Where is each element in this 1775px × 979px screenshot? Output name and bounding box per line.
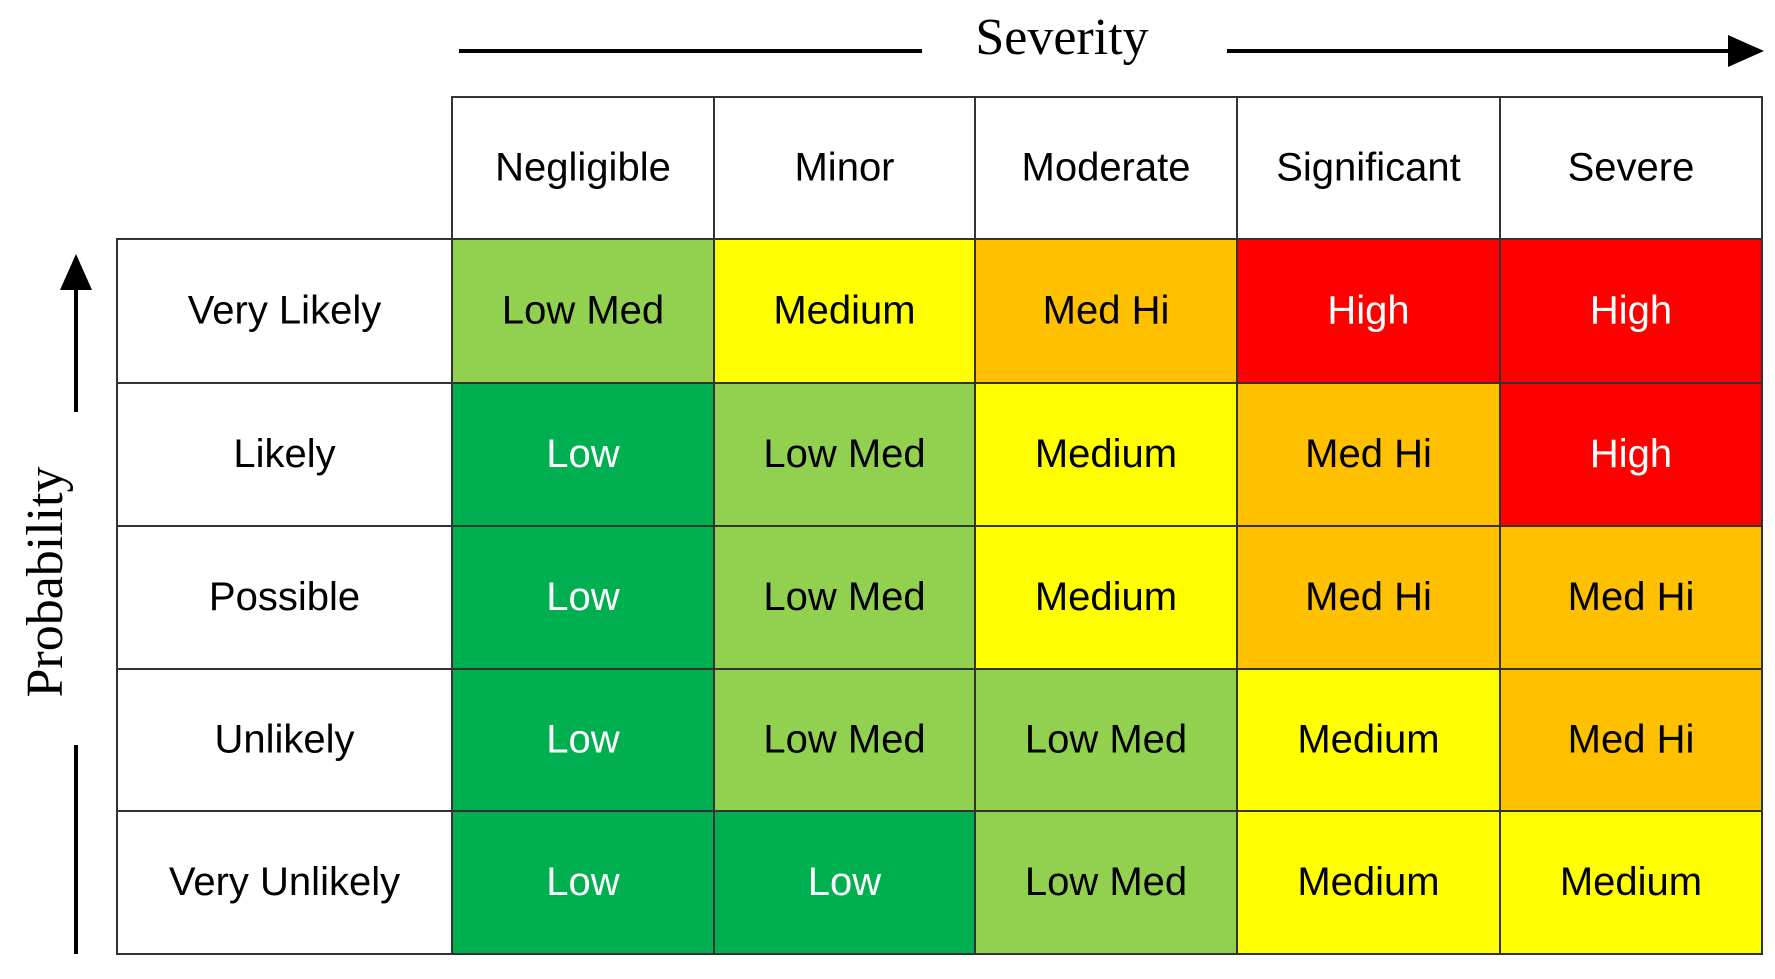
row-header-cell bbox=[116, 525, 453, 670]
risk-cell bbox=[1236, 238, 1501, 384]
risk-label: Low Med bbox=[763, 718, 925, 762]
risk-cell bbox=[713, 382, 976, 527]
column-header: Negligible bbox=[495, 146, 671, 190]
row-header: Very Unlikely bbox=[169, 860, 400, 904]
risk-label: Medium bbox=[1297, 860, 1439, 904]
risk-label: Low Med bbox=[1025, 718, 1187, 762]
risk-label: Medium bbox=[1035, 432, 1177, 476]
row-header-cell bbox=[116, 810, 453, 955]
risk-label: Medium bbox=[773, 289, 915, 333]
risk-cell bbox=[1499, 810, 1763, 955]
risk-cell bbox=[1499, 668, 1763, 812]
risk-label: Low bbox=[546, 860, 619, 904]
row-header: Possible bbox=[209, 575, 360, 619]
risk-cell bbox=[451, 668, 715, 812]
column-header-cell bbox=[1236, 96, 1501, 240]
risk-cell bbox=[451, 525, 715, 670]
risk-cell bbox=[1236, 382, 1501, 527]
risk-label: High bbox=[1590, 289, 1672, 333]
risk-label: Medium bbox=[1035, 575, 1177, 619]
risk-label: High bbox=[1327, 289, 1409, 333]
column-header-cell bbox=[974, 96, 1238, 240]
risk-cell bbox=[1236, 668, 1501, 812]
risk-cell bbox=[974, 238, 1238, 384]
risk-label: Medium bbox=[1560, 860, 1702, 904]
risk-label: Low bbox=[546, 432, 619, 476]
risk-cell bbox=[1499, 238, 1763, 384]
risk-label: Medium bbox=[1297, 718, 1439, 762]
risk-label: Low Med bbox=[763, 575, 925, 619]
row-header-cell bbox=[116, 238, 453, 384]
risk-cell bbox=[1236, 810, 1501, 955]
risk-label: Low Med bbox=[763, 432, 925, 476]
risk-cell bbox=[1236, 525, 1501, 670]
risk-cell bbox=[451, 810, 715, 955]
risk-label: Low bbox=[546, 575, 619, 619]
risk-label: Med Hi bbox=[1568, 718, 1695, 762]
risk-label: Low Med bbox=[502, 289, 664, 333]
risk-cell bbox=[1499, 382, 1763, 527]
column-header: Moderate bbox=[1022, 146, 1191, 190]
column-header: Significant bbox=[1276, 146, 1461, 190]
row-header: Unlikely bbox=[214, 718, 354, 762]
risk-label: Med Hi bbox=[1305, 575, 1432, 619]
matrix-grid: Negligible Minor Moderate Significant Severe… bbox=[116, 96, 1763, 955]
column-header: Minor bbox=[794, 146, 894, 190]
risk-label: Med Hi bbox=[1305, 432, 1432, 476]
probability-title: Probability bbox=[17, 466, 74, 697]
row-header-cell bbox=[116, 668, 453, 812]
risk-cell bbox=[974, 668, 1238, 812]
column-header: Severe bbox=[1568, 146, 1695, 190]
row-header: Likely bbox=[233, 432, 335, 476]
risk-cell bbox=[713, 810, 976, 955]
risk-label: Med Hi bbox=[1568, 575, 1695, 619]
risk-label: Low Med bbox=[1025, 860, 1187, 904]
risk-label: Med Hi bbox=[1043, 289, 1170, 333]
severity-title: Severity bbox=[975, 9, 1148, 66]
column-header-cell bbox=[451, 96, 715, 240]
risk-label: Low bbox=[546, 718, 619, 762]
risk-cell bbox=[713, 525, 976, 670]
risk-label: Low bbox=[808, 860, 881, 904]
risk-cell bbox=[1499, 525, 1763, 670]
column-header-cell bbox=[1499, 96, 1763, 240]
row-header-cell bbox=[116, 382, 453, 527]
risk-cell bbox=[713, 668, 976, 812]
row-header: Very Likely bbox=[188, 289, 381, 333]
risk-label: High bbox=[1590, 432, 1672, 476]
